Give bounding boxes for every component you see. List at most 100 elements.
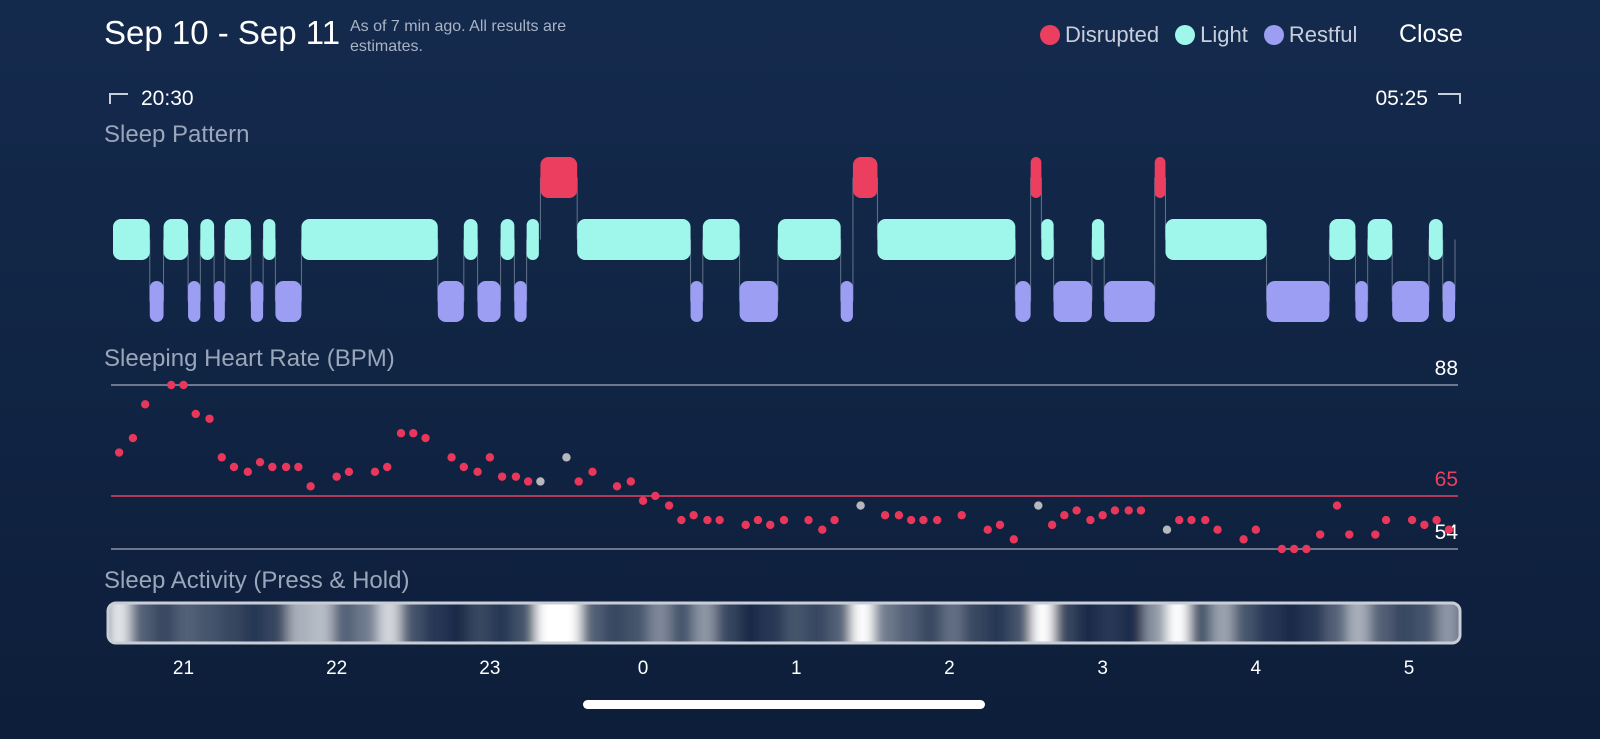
heart-rate-point	[741, 520, 750, 530]
activity-cell	[896, 603, 920, 643]
legend-item: Light	[1175, 22, 1248, 48]
heart-rate-point	[396, 429, 406, 438]
heart-rate-point	[179, 380, 188, 390]
heart-rate-point	[1302, 544, 1311, 554]
activity-cell	[1098, 603, 1123, 643]
segment	[1041, 219, 1054, 260]
activity-cell	[1144, 603, 1168, 643]
heart-rate-point	[880, 511, 890, 520]
segment	[437, 281, 464, 322]
start-bracket	[109, 93, 128, 104]
activity-cell	[152, 603, 177, 643]
legend-item: Disrupted	[1040, 22, 1159, 48]
segment	[1165, 219, 1267, 260]
segment	[149, 281, 164, 322]
heart-rate-point	[255, 457, 265, 467]
activity-cell	[738, 603, 762, 643]
segment	[1355, 281, 1368, 322]
activity-cell	[310, 603, 334, 643]
activity-cell	[175, 603, 199, 643]
activity-cell	[1189, 603, 1213, 643]
heart-rate-point	[957, 511, 966, 520]
heart-rate-point	[306, 482, 315, 491]
heart-rate-point	[1444, 525, 1454, 534]
heart-rate-point	[715, 515, 724, 525]
heart-rate-point	[1034, 501, 1043, 510]
heart-rate-point	[1213, 525, 1222, 534]
heart-rate-point	[114, 448, 124, 457]
heart-rate-point	[1047, 520, 1057, 530]
heart-rate-point	[1407, 515, 1417, 525]
heart-rate-point	[497, 472, 507, 481]
segment	[1442, 281, 1455, 322]
activity-cell	[1414, 603, 1438, 643]
segment	[477, 281, 501, 322]
activity-cell	[1234, 603, 1258, 643]
activity-cell	[265, 603, 289, 643]
activity-cell	[1121, 603, 1146, 643]
heart-rate-point	[1420, 520, 1429, 530]
section-title: Sleeping Heart Rate (BPM)	[104, 345, 395, 372]
heart-rate-point	[229, 462, 239, 472]
activity-cell	[828, 603, 853, 643]
legend-label: Restful	[1288, 22, 1358, 47]
heart-rate-point	[344, 467, 354, 477]
activity-cell	[580, 603, 605, 643]
activity-cell	[1324, 603, 1348, 643]
activity-cell	[693, 603, 717, 643]
segment	[1367, 219, 1393, 260]
segment	[500, 219, 515, 260]
segment	[702, 219, 740, 260]
activity-cell	[648, 603, 672, 643]
activity-cell	[603, 603, 627, 643]
x-tick-label: 22	[326, 658, 347, 679]
activity-cell	[513, 603, 537, 643]
segment	[514, 281, 527, 322]
end-time: 05:25	[1375, 87, 1428, 110]
activity-cell	[468, 603, 492, 643]
note: As of 7 min ago. All results are estimat…	[350, 18, 567, 55]
heart-rate-point	[894, 511, 904, 520]
activity-cell	[1008, 603, 1033, 643]
heart-rate-point	[983, 525, 992, 534]
x-tick-label: 4	[1251, 658, 1262, 679]
activity-cell	[445, 603, 470, 643]
segment	[1015, 281, 1031, 322]
heart-rate-point	[167, 380, 176, 390]
segment	[1030, 157, 1042, 198]
activity-cell	[670, 603, 695, 643]
title: Sep 10 - Sep 11	[104, 14, 341, 51]
heart-rate-point	[1124, 506, 1133, 515]
segment	[463, 219, 478, 260]
segment	[1053, 281, 1092, 322]
segment	[540, 157, 578, 198]
segment	[163, 219, 189, 260]
close-button[interactable]: Close	[1399, 20, 1463, 48]
activity-cell	[1346, 603, 1371, 643]
legend-label: Disrupted	[1065, 22, 1160, 47]
activity-cell	[535, 603, 560, 643]
heart-rate-point	[536, 477, 545, 486]
heart-rate-point	[818, 525, 827, 534]
start-time: 20:30	[141, 87, 194, 110]
heart-rate-point	[995, 520, 1005, 530]
activity-cell	[783, 603, 808, 643]
segment	[200, 219, 215, 260]
activity-cell	[873, 603, 898, 643]
section-title: Sleep Pattern	[104, 121, 249, 148]
segment	[263, 219, 276, 260]
heart-rate-point	[1009, 535, 1018, 544]
activity-cell	[1053, 603, 1078, 643]
activity-cell	[377, 603, 402, 643]
activity-cell	[1211, 603, 1236, 643]
heart-rate-point	[1136, 506, 1146, 515]
activity-cell	[986, 603, 1010, 643]
heart-rate-point	[281, 462, 291, 472]
heart-rate-point	[664, 501, 674, 510]
activity-cell	[242, 603, 267, 643]
segment	[113, 219, 150, 260]
x-tick-label: 1	[791, 658, 802, 679]
heart-rate-point	[1239, 535, 1248, 544]
heart-rate-point	[1332, 501, 1342, 510]
